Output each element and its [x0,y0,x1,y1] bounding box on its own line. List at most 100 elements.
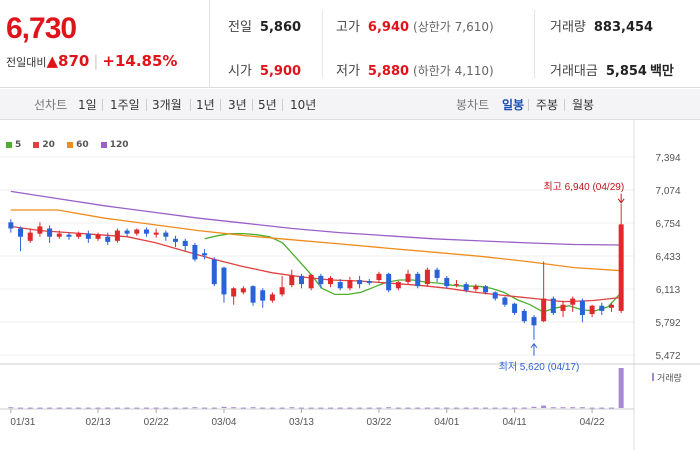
volume-bar [85,407,91,409]
legend-ma5: 5 [6,140,21,150]
divider [564,99,565,111]
candle [366,281,372,284]
candle [182,240,188,247]
period-3m[interactable]: 3개월 [152,98,182,112]
volume-bar [424,407,430,409]
candle-chart-label: 봉차트 [456,98,490,112]
volume-bar [318,407,324,409]
volume-bar [192,407,198,409]
ma120-line [10,190,622,246]
candle [434,269,440,278]
stat-prev-close: 전일 5,860 [228,16,301,35]
stat-value: 5,880 [367,64,410,79]
legend-ma20: 20 [33,140,55,150]
stat-value: 5,860 [259,20,302,35]
candle [250,286,256,303]
candle [415,273,421,287]
ma5-line [204,232,622,313]
candle [269,294,275,301]
candle [153,232,159,235]
candle [395,282,401,289]
period-5y[interactable]: 5년 [258,98,277,112]
period-1y[interactable]: 1년 [196,98,215,112]
volume-bar [153,407,159,409]
lower-limit: (하한가 4,110) [413,64,494,78]
candle-weekly[interactable]: 주봉 [536,98,559,112]
candle [599,305,605,311]
period-10y[interactable]: 10년 [290,98,317,112]
stat-label: 전일 [228,20,252,35]
volume-bar [618,368,624,408]
legend-ma120: 120 [100,140,129,150]
x-tick-label: 02/22 [144,417,169,428]
period-1w[interactable]: 1주일 [110,98,140,112]
volume-bar [560,407,566,409]
y-tick-label: 6,433 [655,252,680,263]
candle [27,232,33,241]
volume-bar [250,407,256,409]
volume-bar [589,407,595,409]
volume-bar [405,407,411,409]
candle-monthly[interactable]: 월봉 [572,98,595,112]
line-chart-label: 선차트 [34,98,68,112]
period-1d[interactable]: 1일 [78,98,97,112]
up-arrow-icon: ▲ [46,52,59,70]
volume-bar [8,407,14,409]
x-tick-label: 04/01 [434,417,459,428]
volume-bar [492,407,498,409]
change-value: 870 [58,52,90,70]
volume-bar [163,407,169,409]
volume-bar [279,407,285,409]
candle [521,310,527,322]
stat-low: 저가 5,880 (하한가 4,110) [336,60,494,79]
candle [463,284,469,291]
change-label: 전일대비 [6,56,47,69]
stat-label: 시가 [228,64,252,79]
volume-bar [66,407,72,409]
volume-bar [173,407,179,409]
swatch-icon [67,141,74,148]
stat-volume: 거래량 883,454 [550,16,653,35]
divider [528,99,529,111]
candle-daily[interactable]: 일봉 [502,98,525,112]
divider [322,10,323,78]
candle [8,222,14,229]
candle [18,228,24,237]
volume-bar [124,407,130,409]
volume-bar [463,407,469,409]
volume-bar [231,407,237,409]
stat-value: 6,940 [367,20,410,35]
volume-bar [453,407,459,409]
candle [163,232,169,237]
candle [192,244,198,260]
stat-label: 고가 [336,20,360,35]
candle [279,287,285,295]
period-3y[interactable]: 3년 [228,98,247,112]
candle [386,273,392,291]
volume-bar [608,407,614,409]
volume-bar [570,407,576,409]
y-tick-label: 5,472 [655,351,680,362]
volume-bar [202,407,208,409]
volume-bar [444,407,450,409]
candle [608,304,614,308]
stat-label: 거래대금 [550,64,598,79]
quote-header: 6,730 전일대비▲870 | +14.85% 전일 5,860 시가 5,900 고… [0,0,700,88]
candle [492,292,498,299]
volume-bar [579,407,585,409]
candle [531,317,537,326]
stat-amount: 거래대금 5,854 백만 [550,60,674,79]
volume-bar [357,407,363,409]
stock-chart[interactable]: 7,394 7,074 6,754 6,433 6,113 5,792 5,472 최고 6,… [0,120,700,450]
volume-bar [599,407,605,409]
ma-legend: 5 20 60 120 [6,140,138,150]
candle [114,230,120,241]
candle [124,230,130,234]
volume-bar [376,407,382,409]
volume-bar [134,407,140,409]
swatch-icon [100,141,107,148]
volume-bar [521,407,527,409]
volume-bar [269,407,275,409]
candle [47,228,53,237]
candle [308,274,314,289]
